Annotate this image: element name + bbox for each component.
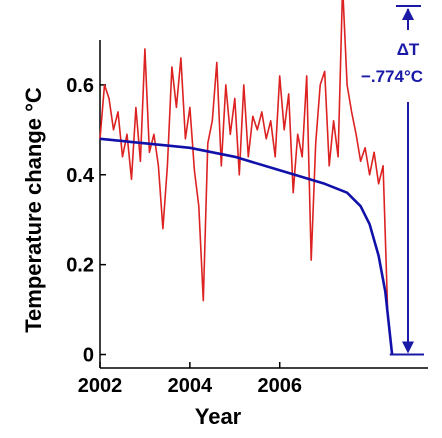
axes — [99, 40, 428, 369]
x-tick-label: 2002 — [78, 375, 123, 397]
y-tick-label: 0.6 — [66, 75, 94, 97]
delta-arrow-down-head — [402, 341, 414, 354]
y-tick-label: 0 — [83, 345, 94, 367]
fit-curve-line — [99, 137, 394, 355]
x-tick-label: 2004 — [168, 375, 213, 397]
delta-symbol-label: ΔT — [397, 40, 420, 59]
observed-temperature-line — [99, 0, 389, 310]
delta-value-label: −.774°C — [361, 67, 423, 86]
y-tick-label: 0.2 — [66, 255, 94, 277]
y-tick-label: 0.4 — [66, 165, 95, 187]
delta-annotation: ΔT −.774°C — [361, 5, 424, 356]
x-axis-title: Year — [195, 404, 242, 429]
y-axis-title: Temperature change °C — [21, 87, 46, 333]
x-tick-label: 2006 — [257, 375, 302, 397]
series-layer — [99, 0, 394, 355]
x-ticks: 2002 2004 2006 — [78, 362, 302, 397]
delta-arrow-up-head — [402, 8, 414, 20]
y-ticks: 0 0.2 0.4 0.6 — [66, 75, 106, 367]
